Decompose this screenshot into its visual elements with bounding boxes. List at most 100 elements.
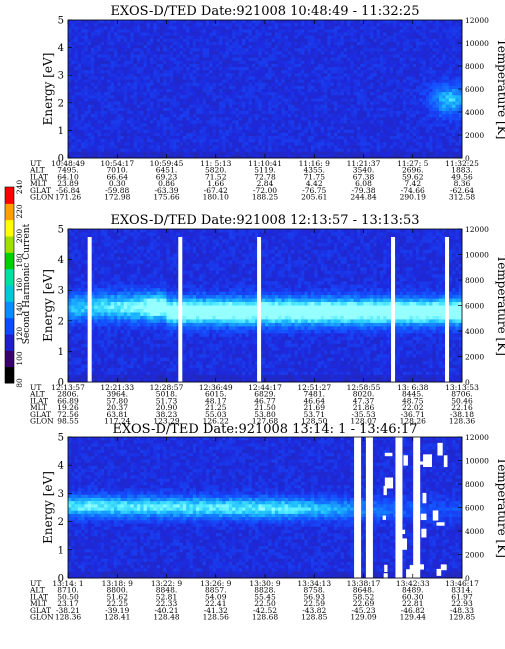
- spectrogram-cell: [356, 107, 361, 112]
- spectrogram-cell: [350, 35, 355, 40]
- spectrogram-cell: [402, 35, 407, 40]
- spectrogram-cell: [156, 48, 161, 52]
- spectrogram-cell: [251, 142, 256, 146]
- spectrogram-cell: [255, 45, 259, 49]
- spectrogram-cell: [104, 89, 108, 93]
- spectrogram-cell: [347, 51, 351, 55]
- spectrogram-cell: [422, 73, 427, 77]
- spectrogram-cell: [186, 45, 190, 49]
- spectrogram-cell: [196, 76, 200, 80]
- spectrogram-cell: [222, 92, 226, 96]
- spectrogram-cell: [159, 79, 164, 84]
- spectrogram-cell: [97, 76, 102, 80]
- spectrogram-cell: [350, 41, 355, 46]
- spectrogram-cell: [212, 54, 217, 59]
- spectrogram-cell: [205, 98, 210, 102]
- spectrogram-cell: [87, 35, 92, 40]
- spectrogram-cell: [287, 107, 292, 112]
- spectrogram-cell: [294, 29, 299, 33]
- spectrogram-cell: [77, 123, 82, 128]
- spectrogram-cell: [278, 85, 282, 90]
- spectrogram-cell: [350, 142, 355, 146]
- spectrogram-cell: [71, 23, 75, 27]
- spectrogram-cell: [406, 120, 410, 124]
- spectrogram-cell: [304, 85, 309, 90]
- spectrogram-cell: [265, 41, 269, 46]
- spectrogram-cell: [97, 148, 102, 153]
- spectrogram-cell: [333, 148, 338, 153]
- spectrogram-cell: [402, 107, 407, 112]
- spectrogram-cell: [278, 63, 282, 68]
- spectrogram-cell: [314, 129, 318, 134]
- spectrogram-cell: [176, 20, 181, 24]
- spectrogram-cell: [242, 63, 246, 68]
- spectrogram-cell: [307, 60, 312, 65]
- spectrogram-cell: [153, 23, 158, 27]
- spectrogram-cell: [363, 129, 368, 134]
- spectrogram-cell: [425, 114, 430, 118]
- spectrogram-cell: [130, 101, 135, 106]
- spectrogram-cell: [327, 107, 332, 112]
- spectrogram-cell: [205, 82, 210, 87]
- spectrogram-cell: [159, 129, 164, 134]
- spectrogram-cell: [337, 85, 341, 90]
- spectrogram-cell: [228, 104, 233, 109]
- spectrogram-cell: [202, 154, 207, 159]
- spectrogram-cell: [429, 67, 433, 71]
- spectrogram-cell: [274, 139, 279, 143]
- spectrogram-cell: [353, 63, 358, 68]
- spectrogram-cell: [425, 136, 430, 140]
- spectrogram-cell: [376, 145, 381, 149]
- spectrogram-cell: [238, 54, 243, 59]
- spectrogram-cell: [209, 107, 213, 112]
- spectrogram-cell: [317, 129, 322, 134]
- spectrogram-cell: [422, 35, 427, 40]
- spectrogram-cell: [383, 82, 387, 87]
- spectrogram-cell: [123, 126, 128, 131]
- spectrogram-cell: [327, 76, 332, 80]
- spectrogram-cell: [212, 85, 217, 90]
- spectrogram-cell: [143, 51, 148, 55]
- spectrogram-cell: [376, 29, 381, 33]
- spectrogram-cell: [353, 154, 358, 159]
- spectrogram-cell: [333, 92, 338, 96]
- spectrogram-cell: [222, 35, 226, 40]
- spectrogram-cell: [212, 76, 217, 80]
- spectrogram-cell: [281, 117, 286, 121]
- spectrogram-cell: [192, 23, 197, 27]
- spectrogram-cell: [379, 48, 384, 52]
- spectrogram-cell: [225, 29, 230, 33]
- spectrogram-cell: [297, 148, 302, 153]
- spectrogram-cell: [219, 85, 223, 90]
- spectrogram-cell: [393, 26, 397, 30]
- spectrogram-cell: [212, 45, 217, 49]
- spectrogram-cell: [222, 20, 226, 24]
- spectrogram-cell: [304, 63, 309, 68]
- spectrogram-cell: [320, 117, 325, 121]
- spectrogram-cell: [173, 79, 177, 84]
- spectrogram-cell: [192, 63, 197, 68]
- spectrogram-cell: [337, 35, 341, 40]
- spectrogram-cell: [340, 23, 345, 27]
- spectrogram-cell: [425, 104, 430, 109]
- spectrogram-cell: [228, 139, 233, 143]
- spectrogram-cell: [153, 139, 158, 143]
- spectrogram-cell: [360, 85, 364, 90]
- spectrogram-cell: [396, 145, 401, 149]
- spectrogram-cell: [399, 139, 404, 143]
- spectrogram-cell: [255, 51, 259, 55]
- spectrogram-cell: [255, 142, 259, 146]
- spectrogram-cell: [68, 139, 72, 143]
- spectrogram-cell: [376, 32, 381, 37]
- spectrogram-cell: [261, 145, 266, 149]
- spectrogram-cell: [376, 114, 381, 118]
- spectrogram-cell: [422, 151, 427, 156]
- spectrogram-cell: [402, 57, 407, 62]
- spectrogram-cell: [140, 82, 144, 87]
- spectrogram-cell: [219, 45, 223, 49]
- spectrogram-cell: [71, 142, 75, 146]
- spectrogram-cell: [310, 123, 315, 128]
- spectrogram-cell: [281, 38, 286, 43]
- spectrogram-cell: [127, 38, 131, 43]
- spectrogram-cell: [353, 85, 358, 90]
